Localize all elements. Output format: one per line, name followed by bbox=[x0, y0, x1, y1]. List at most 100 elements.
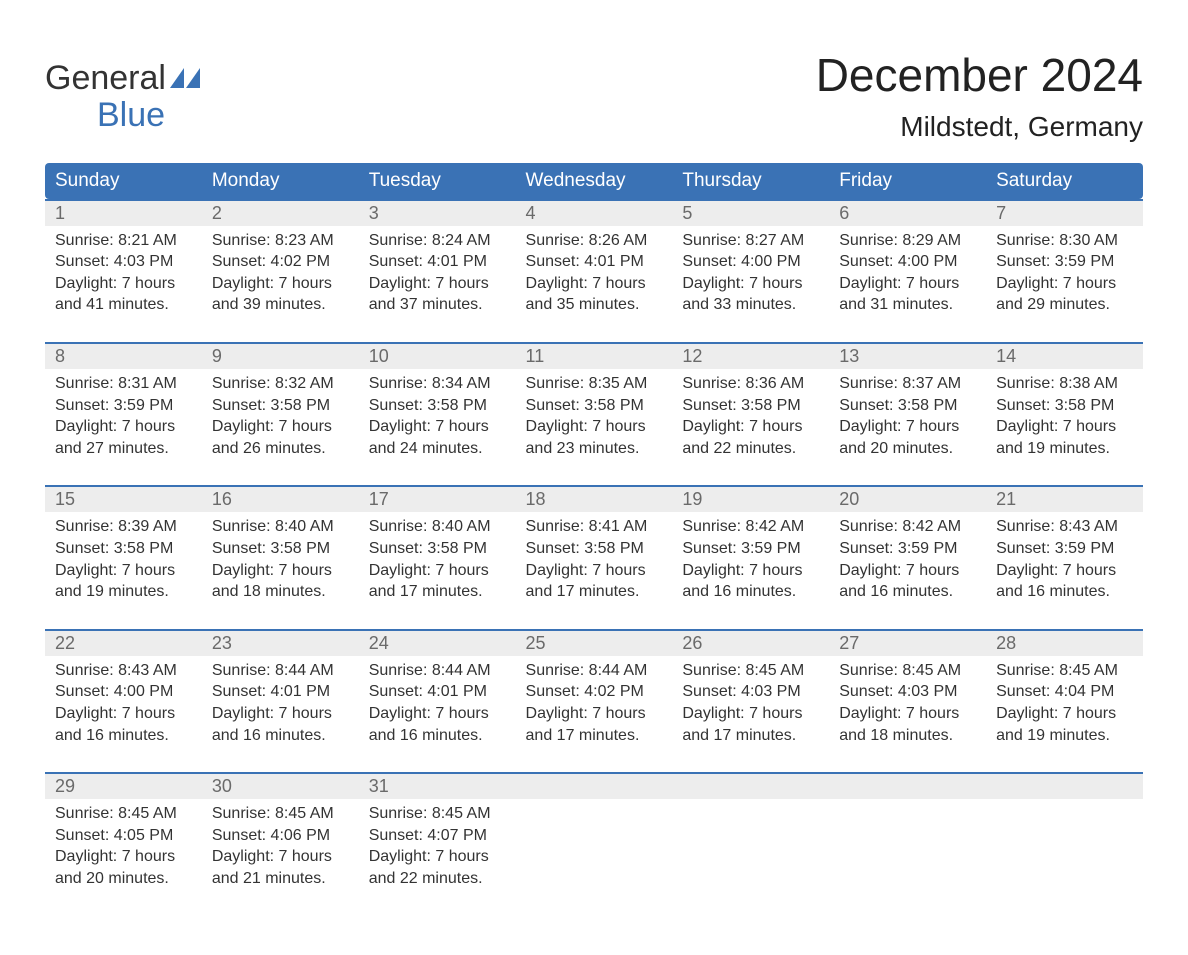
day-number: 13 bbox=[829, 344, 986, 369]
sunset-text: Sunset: 4:03 PM bbox=[55, 251, 192, 273]
daylight-text-2: and 19 minutes. bbox=[996, 725, 1133, 747]
sunset-text: Sunset: 3:59 PM bbox=[996, 538, 1133, 560]
day-number-cell: 1 bbox=[45, 199, 202, 226]
sunset-text: Sunset: 4:03 PM bbox=[839, 681, 976, 703]
day-body-cell: Sunrise: 8:41 AMSunset: 3:58 PMDaylight:… bbox=[516, 512, 673, 628]
weekday-header: Wednesday bbox=[516, 163, 673, 199]
sunset-text: Sunset: 3:58 PM bbox=[526, 395, 663, 417]
sunset-text: Sunset: 4:02 PM bbox=[212, 251, 349, 273]
day-number: 26 bbox=[672, 631, 829, 656]
day-number-cell: 19 bbox=[672, 485, 829, 512]
daylight-text-2: and 18 minutes. bbox=[212, 581, 349, 603]
day-number: 30 bbox=[202, 774, 359, 799]
sunrise-text: Sunrise: 8:42 AM bbox=[682, 516, 819, 538]
sunrise-text: Sunrise: 8:37 AM bbox=[839, 373, 976, 395]
sunrise-text: Sunrise: 8:45 AM bbox=[55, 803, 192, 825]
logo-line-1: General bbox=[45, 60, 200, 100]
title-block: December 2024 Mildstedt, Germany bbox=[816, 50, 1143, 143]
day-number-cell: 23 bbox=[202, 629, 359, 656]
day-number-cell: 6 bbox=[829, 199, 986, 226]
daylight-text-1: Daylight: 7 hours bbox=[996, 703, 1133, 725]
week-body-row: Sunrise: 8:45 AMSunset: 4:05 PMDaylight:… bbox=[45, 799, 1143, 915]
day-body-cell: Sunrise: 8:31 AMSunset: 3:59 PMDaylight:… bbox=[45, 369, 202, 485]
daylight-text-2: and 37 minutes. bbox=[369, 294, 506, 316]
day-body-cell bbox=[829, 799, 986, 915]
day-number-cell: 5 bbox=[672, 199, 829, 226]
sunset-text: Sunset: 4:01 PM bbox=[369, 251, 506, 273]
weekday-header-row: Sunday Monday Tuesday Wednesday Thursday… bbox=[45, 163, 1143, 199]
day-number: 14 bbox=[986, 344, 1143, 369]
day-body-cell: Sunrise: 8:36 AMSunset: 3:58 PMDaylight:… bbox=[672, 369, 829, 485]
day-body-cell: Sunrise: 8:45 AMSunset: 4:06 PMDaylight:… bbox=[202, 799, 359, 915]
day-body-cell: Sunrise: 8:44 AMSunset: 4:01 PMDaylight:… bbox=[359, 656, 516, 772]
day-number-cell bbox=[516, 772, 673, 799]
sunrise-text: Sunrise: 8:35 AM bbox=[526, 373, 663, 395]
day-number: 31 bbox=[359, 774, 516, 799]
day-body-cell: Sunrise: 8:42 AMSunset: 3:59 PMDaylight:… bbox=[672, 512, 829, 628]
daylight-text-1: Daylight: 7 hours bbox=[526, 416, 663, 438]
day-body-cell: Sunrise: 8:38 AMSunset: 3:58 PMDaylight:… bbox=[986, 369, 1143, 485]
day-number: 27 bbox=[829, 631, 986, 656]
day-body-cell: Sunrise: 8:42 AMSunset: 3:59 PMDaylight:… bbox=[829, 512, 986, 628]
day-number-cell: 28 bbox=[986, 629, 1143, 656]
daylight-text-2: and 17 minutes. bbox=[526, 581, 663, 603]
week-body-row: Sunrise: 8:31 AMSunset: 3:59 PMDaylight:… bbox=[45, 369, 1143, 485]
day-number: 28 bbox=[986, 631, 1143, 656]
daylight-text-1: Daylight: 7 hours bbox=[369, 703, 506, 725]
day-number-cell: 18 bbox=[516, 485, 673, 512]
daylight-text-2: and 41 minutes. bbox=[55, 294, 192, 316]
daylight-text-2: and 31 minutes. bbox=[839, 294, 976, 316]
day-number: 19 bbox=[672, 487, 829, 512]
day-number-cell: 13 bbox=[829, 342, 986, 369]
daylight-text-1: Daylight: 7 hours bbox=[55, 416, 192, 438]
daylight-text-1: Daylight: 7 hours bbox=[996, 560, 1133, 582]
sunset-text: Sunset: 3:58 PM bbox=[369, 538, 506, 560]
daylight-text-2: and 22 minutes. bbox=[682, 438, 819, 460]
daylight-text-1: Daylight: 7 hours bbox=[682, 703, 819, 725]
sunset-text: Sunset: 3:58 PM bbox=[55, 538, 192, 560]
day-body-cell: Sunrise: 8:43 AMSunset: 4:00 PMDaylight:… bbox=[45, 656, 202, 772]
daylight-text-2: and 39 minutes. bbox=[212, 294, 349, 316]
sunrise-text: Sunrise: 8:34 AM bbox=[369, 373, 506, 395]
day-number: 23 bbox=[202, 631, 359, 656]
daylight-text-1: Daylight: 7 hours bbox=[55, 273, 192, 295]
day-body-cell bbox=[516, 799, 673, 915]
day-number: 8 bbox=[45, 344, 202, 369]
daylight-text-2: and 27 minutes. bbox=[55, 438, 192, 460]
sunset-text: Sunset: 4:07 PM bbox=[369, 825, 506, 847]
sunrise-text: Sunrise: 8:39 AM bbox=[55, 516, 192, 538]
daylight-text-1: Daylight: 7 hours bbox=[526, 703, 663, 725]
daylight-text-2: and 16 minutes. bbox=[369, 725, 506, 747]
sunrise-text: Sunrise: 8:45 AM bbox=[369, 803, 506, 825]
sunset-text: Sunset: 4:00 PM bbox=[839, 251, 976, 273]
sunrise-text: Sunrise: 8:30 AM bbox=[996, 230, 1133, 252]
daylight-text-1: Daylight: 7 hours bbox=[682, 560, 819, 582]
day-number-cell: 10 bbox=[359, 342, 516, 369]
daylight-text-1: Daylight: 7 hours bbox=[212, 273, 349, 295]
sunrise-text: Sunrise: 8:24 AM bbox=[369, 230, 506, 252]
day-number-cell: 22 bbox=[45, 629, 202, 656]
day-body-cell: Sunrise: 8:39 AMSunset: 3:58 PMDaylight:… bbox=[45, 512, 202, 628]
day-number: 22 bbox=[45, 631, 202, 656]
day-number: 5 bbox=[672, 201, 829, 226]
sunset-text: Sunset: 3:58 PM bbox=[839, 395, 976, 417]
sunset-text: Sunset: 4:01 PM bbox=[369, 681, 506, 703]
day-number-cell: 29 bbox=[45, 772, 202, 799]
weekday-header: Friday bbox=[829, 163, 986, 199]
day-number-cell: 17 bbox=[359, 485, 516, 512]
day-number-cell: 7 bbox=[986, 199, 1143, 226]
sunset-text: Sunset: 4:03 PM bbox=[682, 681, 819, 703]
day-number bbox=[829, 774, 986, 799]
day-number-cell: 26 bbox=[672, 629, 829, 656]
day-number: 4 bbox=[516, 201, 673, 226]
day-body-cell: Sunrise: 8:29 AMSunset: 4:00 PMDaylight:… bbox=[829, 226, 986, 342]
daylight-text-2: and 29 minutes. bbox=[996, 294, 1133, 316]
daylight-text-1: Daylight: 7 hours bbox=[996, 273, 1133, 295]
day-number: 29 bbox=[45, 774, 202, 799]
sunrise-text: Sunrise: 8:44 AM bbox=[369, 660, 506, 682]
day-body-cell: Sunrise: 8:23 AMSunset: 4:02 PMDaylight:… bbox=[202, 226, 359, 342]
day-body-cell: Sunrise: 8:44 AMSunset: 4:02 PMDaylight:… bbox=[516, 656, 673, 772]
day-body-cell: Sunrise: 8:43 AMSunset: 3:59 PMDaylight:… bbox=[986, 512, 1143, 628]
daylight-text-2: and 16 minutes. bbox=[212, 725, 349, 747]
daylight-text-2: and 23 minutes. bbox=[526, 438, 663, 460]
